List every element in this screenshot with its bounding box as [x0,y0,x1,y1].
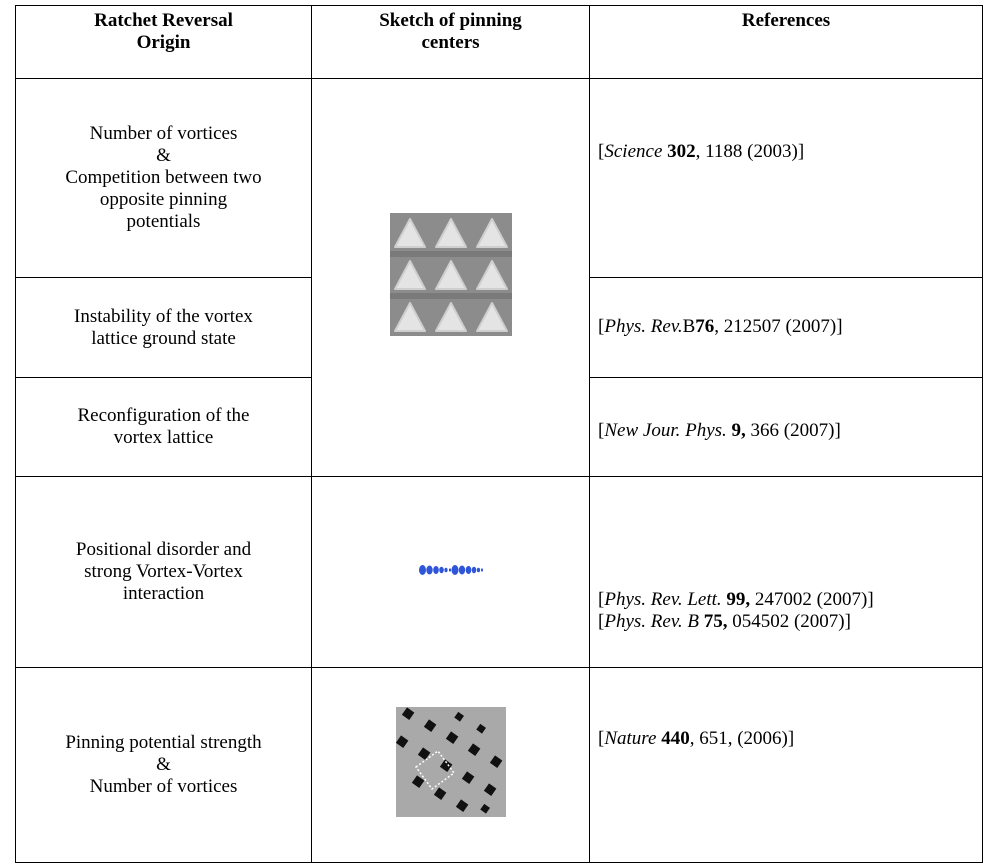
triangle-pinning-image [389,213,512,336]
header-line: Ratchet Reversal [94,10,233,31]
table-row: Positional disorder and strong Vortex-Vor… [15,476,983,668]
header-cell: Sketch of pinning centers [310,5,591,79]
header-row: Ratchet Reversal Origin Sketch of pinning c… [15,5,983,79]
origin-cell: Positional disorder and strong Vortex-Vor… [15,476,312,668]
reference-part: 440 [656,728,690,749]
origin-line: interaction [122,583,205,604]
origin-line: Instability of the vortex [74,305,253,327]
reference-part: [ [598,611,605,632]
refs-cell: [Phys. Rev. Lett. 99, 247002 (2007)] [Phy… [589,476,983,668]
origin-line: Positional disorder and [75,539,252,560]
reference-part: B [682,316,696,337]
origin-line: Competition between two [65,167,262,188]
reference-part: [ [598,589,605,610]
reference-part: , 212507 (2007)] [714,316,843,337]
reference: [Science 302, 1188 (2003)] [598,141,974,163]
origin-cell: Pinning potential strength & Number of vor… [15,667,312,863]
reference-part: 247002 (2007)] [750,589,874,610]
origin-line: & [156,145,171,166]
origin-line: strong Vortex-Vortex [84,561,243,582]
origin-line: potentials [126,211,201,232]
origin-line: Number of vortices [89,776,238,797]
table-row: Instability of the vortex lattice ground … [15,277,983,378]
reference-part: [ [598,141,605,162]
refs-cell: [Phys. Rev.B76, 212507 (2007)] [589,277,983,378]
origin-cell: Reconfiguration of the vortex lattice [15,377,312,477]
table-row: Pinning potential strength & Number of vor… [15,667,983,863]
reference-part: New Jour. Phys. [604,420,727,441]
dots-pinning-image [418,565,483,575]
reference-part: Phys. Rev. [604,316,683,337]
square-pinning-image [395,707,506,817]
table-row: Number of vortices & Competition between t… [15,78,983,477]
reference-part: 302 [662,141,696,162]
table-row: Reconfiguration of the vortex lattice [New… [15,377,983,477]
origin-line: & [156,754,171,775]
reference: [Phys. Rev. Lett. 99, 247002 (2007)] [598,589,974,611]
reference: [Phys. Rev.B76, 212507 (2007)] [598,316,974,338]
reference-part: , 1188 (2003)] [695,141,805,162]
refs-cell: [New Jour. Phys. 9, 366 (2007)] [589,377,983,477]
origin-line: Number of vortices [89,123,238,144]
reference-part: 76 [695,316,715,337]
header-cell: Ratchet Reversal Origin [15,5,312,79]
origin-line: opposite pinning [99,189,228,210]
reference-part: Phys. Rev. B [604,611,699,632]
refs-cell: [Nature 440, 651, (2006)] [589,667,983,863]
reference-part: 9, [726,420,746,441]
reference: [New Jour. Phys. 9, 366 (2007)] [598,420,974,442]
header-line: Origin [136,32,191,53]
origin-cell: Number of vortices & Competition between t… [15,78,312,278]
reference-part: 99, [721,589,751,610]
ratchet-table: Ratchet Reversal Origin Sketch of pinning c… [15,5,983,863]
reference-part: 366 (2007)] [745,420,841,441]
header-line: References [741,10,831,31]
origin-cell: Instability of the vortex lattice ground … [15,277,312,378]
sketch-cell [310,667,591,863]
reference-part: [ [598,316,605,337]
reference-part: [ [598,420,605,441]
reference-part: [ [598,728,605,749]
sketch-cell [310,476,591,668]
reference-part: Phys. Rev. Lett. [604,589,722,610]
reference-part: , 651, (2006)] [689,728,795,749]
header-line: Sketch of pinning [379,10,522,31]
reference-part: 054502 (2007)] [727,611,851,632]
reference-part: Science [604,141,663,162]
origin-line: Reconfiguration of the [77,405,250,426]
origin-line: lattice ground state [91,327,236,349]
refs-cell: [Science 302, 1188 (2003)] [589,78,983,278]
header-line: centers [421,32,480,53]
origin-line: Pinning potential strength [65,732,262,753]
reference-part: Nature [604,728,657,749]
reference-part: 75, [698,611,728,632]
header-cell: References [589,5,983,79]
origin-line: vortex lattice [113,427,214,448]
reference: [Nature 440, 651, (2006)] [598,728,974,750]
sketch-cell [310,78,591,477]
reference: [Phys. Rev. B 75, 054502 (2007)] [598,611,974,633]
